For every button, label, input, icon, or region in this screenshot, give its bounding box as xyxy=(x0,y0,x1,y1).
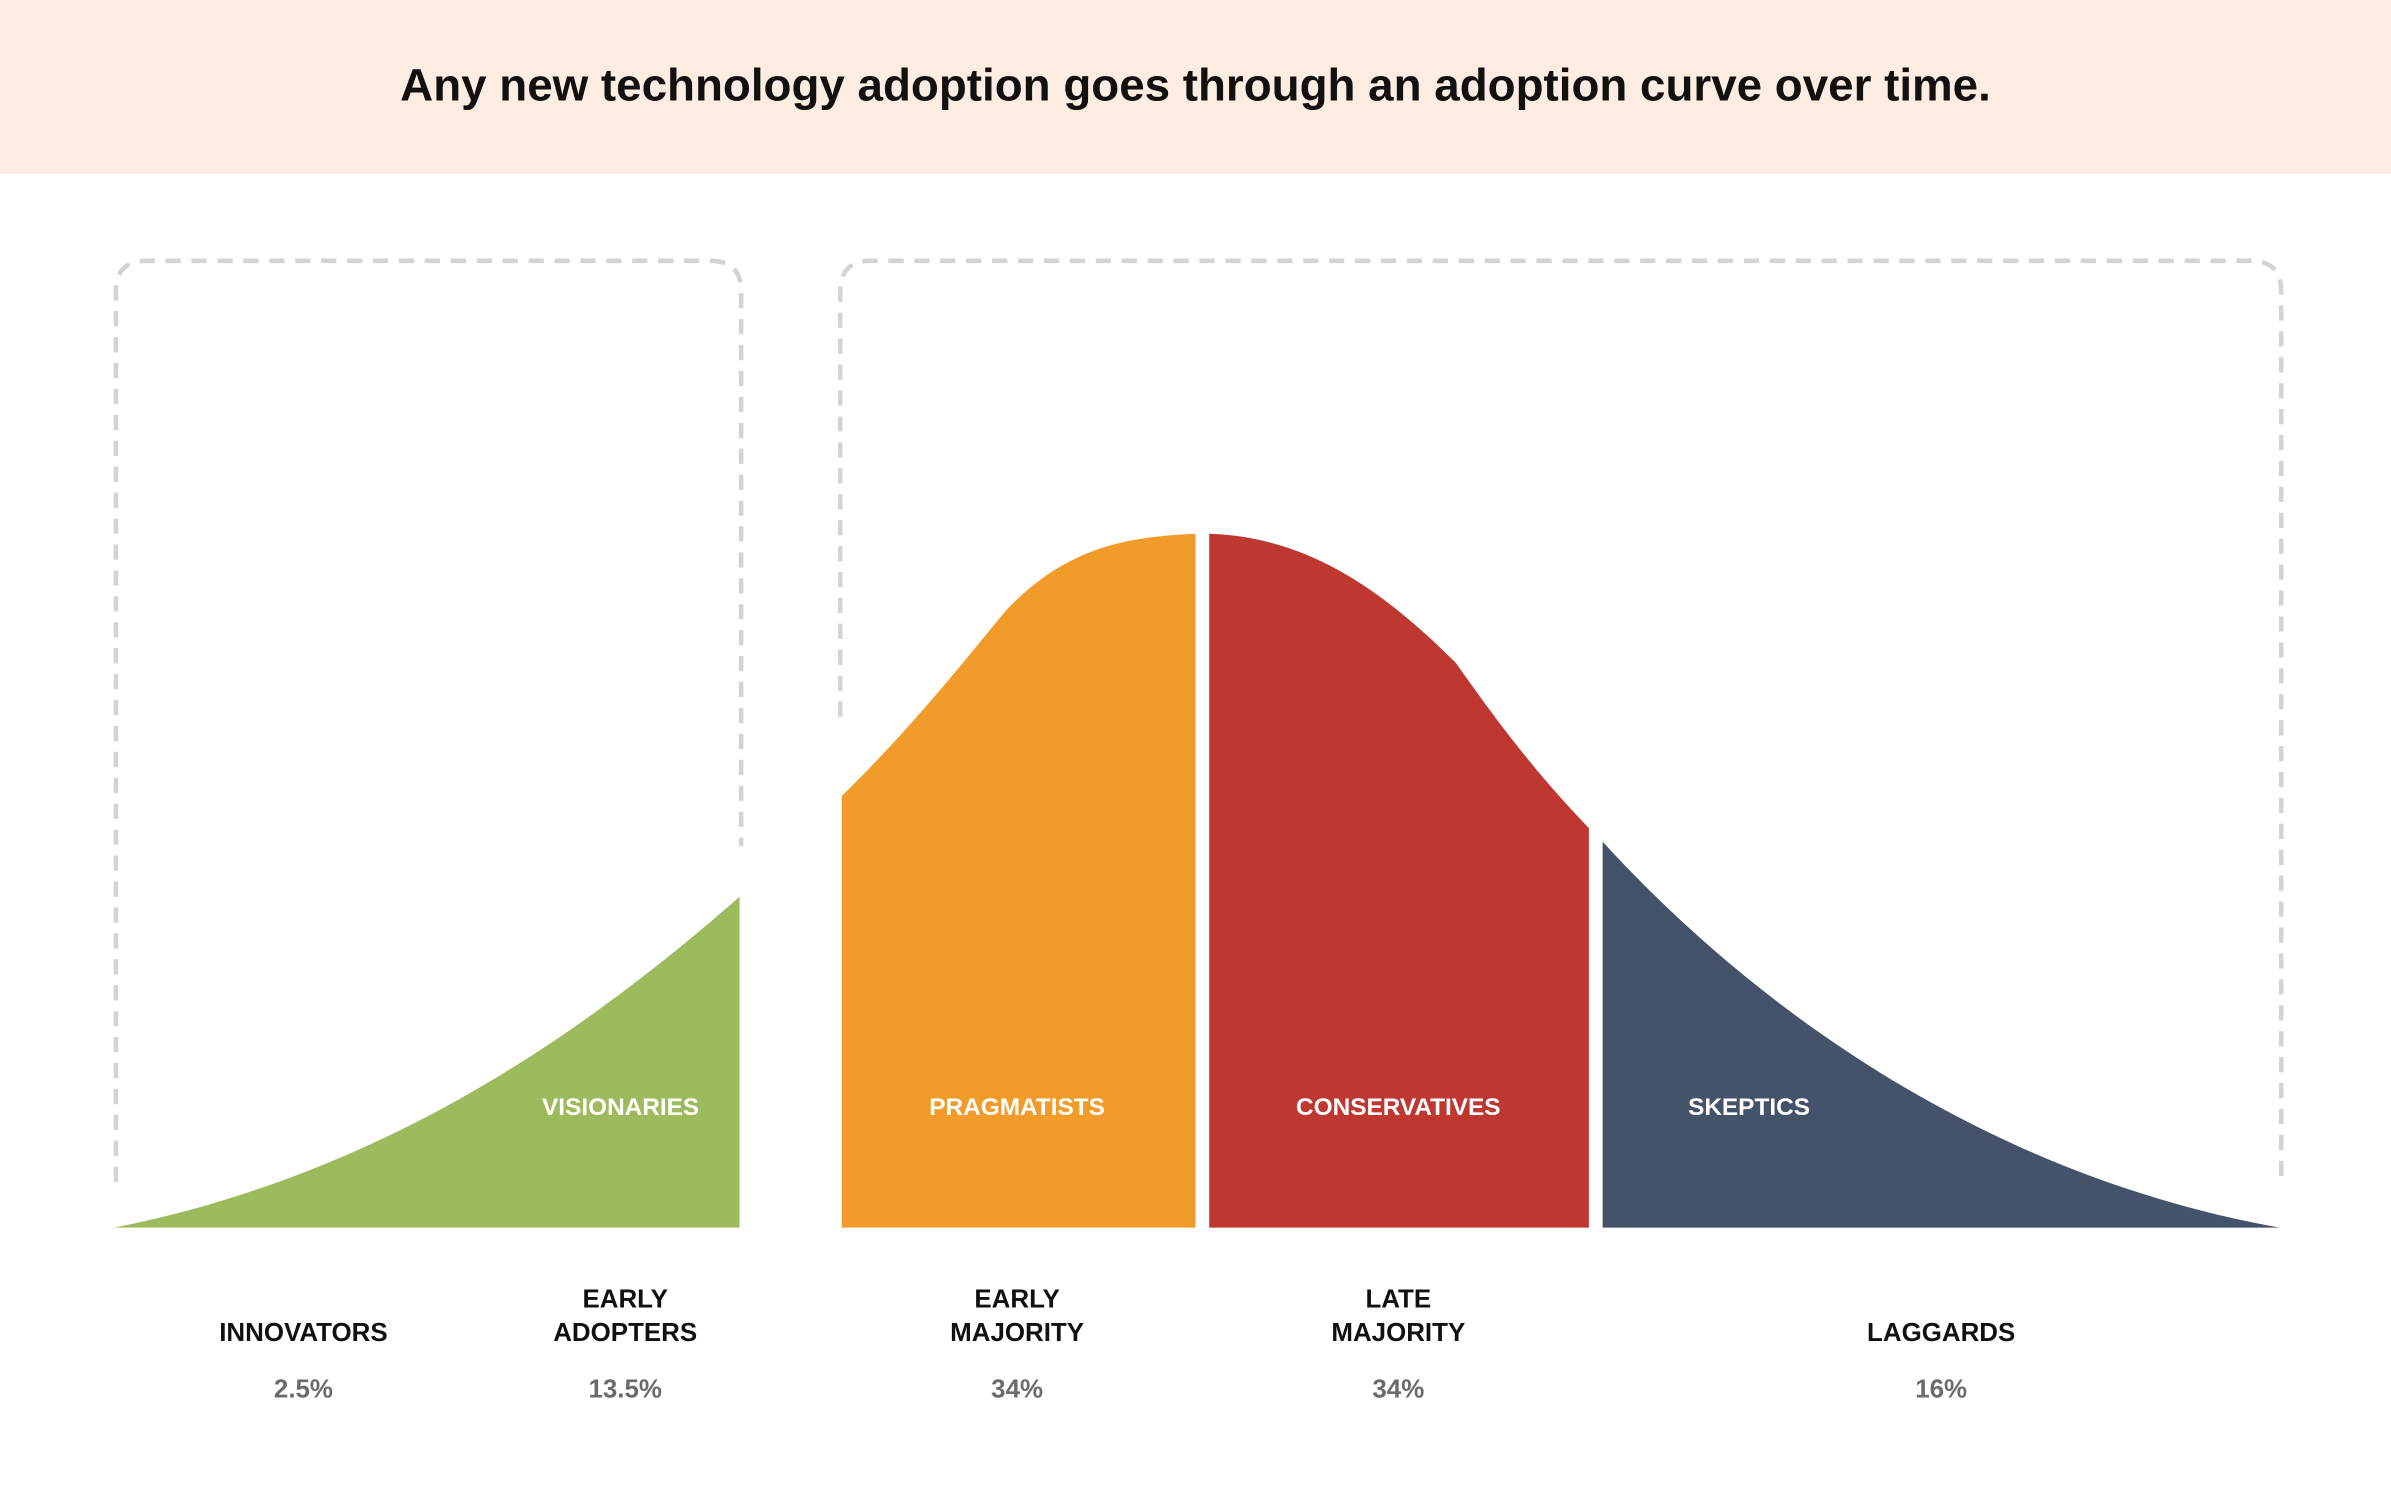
curve-segment xyxy=(1209,533,1589,1228)
band-label: CONSERVATIVES xyxy=(1296,1094,1501,1121)
category-name: MAJORITY xyxy=(950,1319,1084,1347)
category-name: EARLY xyxy=(974,1286,1059,1314)
category-share: 34% xyxy=(991,1376,1043,1404)
category-share: 34% xyxy=(1372,1376,1424,1404)
curve-segment xyxy=(841,533,1196,1228)
category-share: 13.5% xyxy=(588,1376,661,1404)
category-name: INNOVATORS xyxy=(219,1319,387,1347)
category-name: ADOPTERS xyxy=(553,1319,697,1347)
band-label: PRAGMATISTS xyxy=(929,1094,1105,1121)
category-name: MAJORITY xyxy=(1331,1319,1465,1347)
curve-segment xyxy=(114,896,740,1228)
band-label: VISIONARIES xyxy=(542,1094,699,1121)
header-title: Any new technology adoption goes through… xyxy=(400,60,1991,111)
category-share: 16% xyxy=(1915,1376,1967,1404)
category-name: LAGGARDS xyxy=(1867,1319,2015,1347)
band-label: SKEPTICS xyxy=(1688,1094,1810,1121)
category-name: EARLY xyxy=(582,1286,667,1314)
header-band xyxy=(0,0,2391,174)
curve-segment xyxy=(1602,841,2280,1228)
category-share: 2.5% xyxy=(274,1376,333,1404)
group-frame xyxy=(113,258,744,1182)
category-name: LATE xyxy=(1365,1286,1431,1314)
